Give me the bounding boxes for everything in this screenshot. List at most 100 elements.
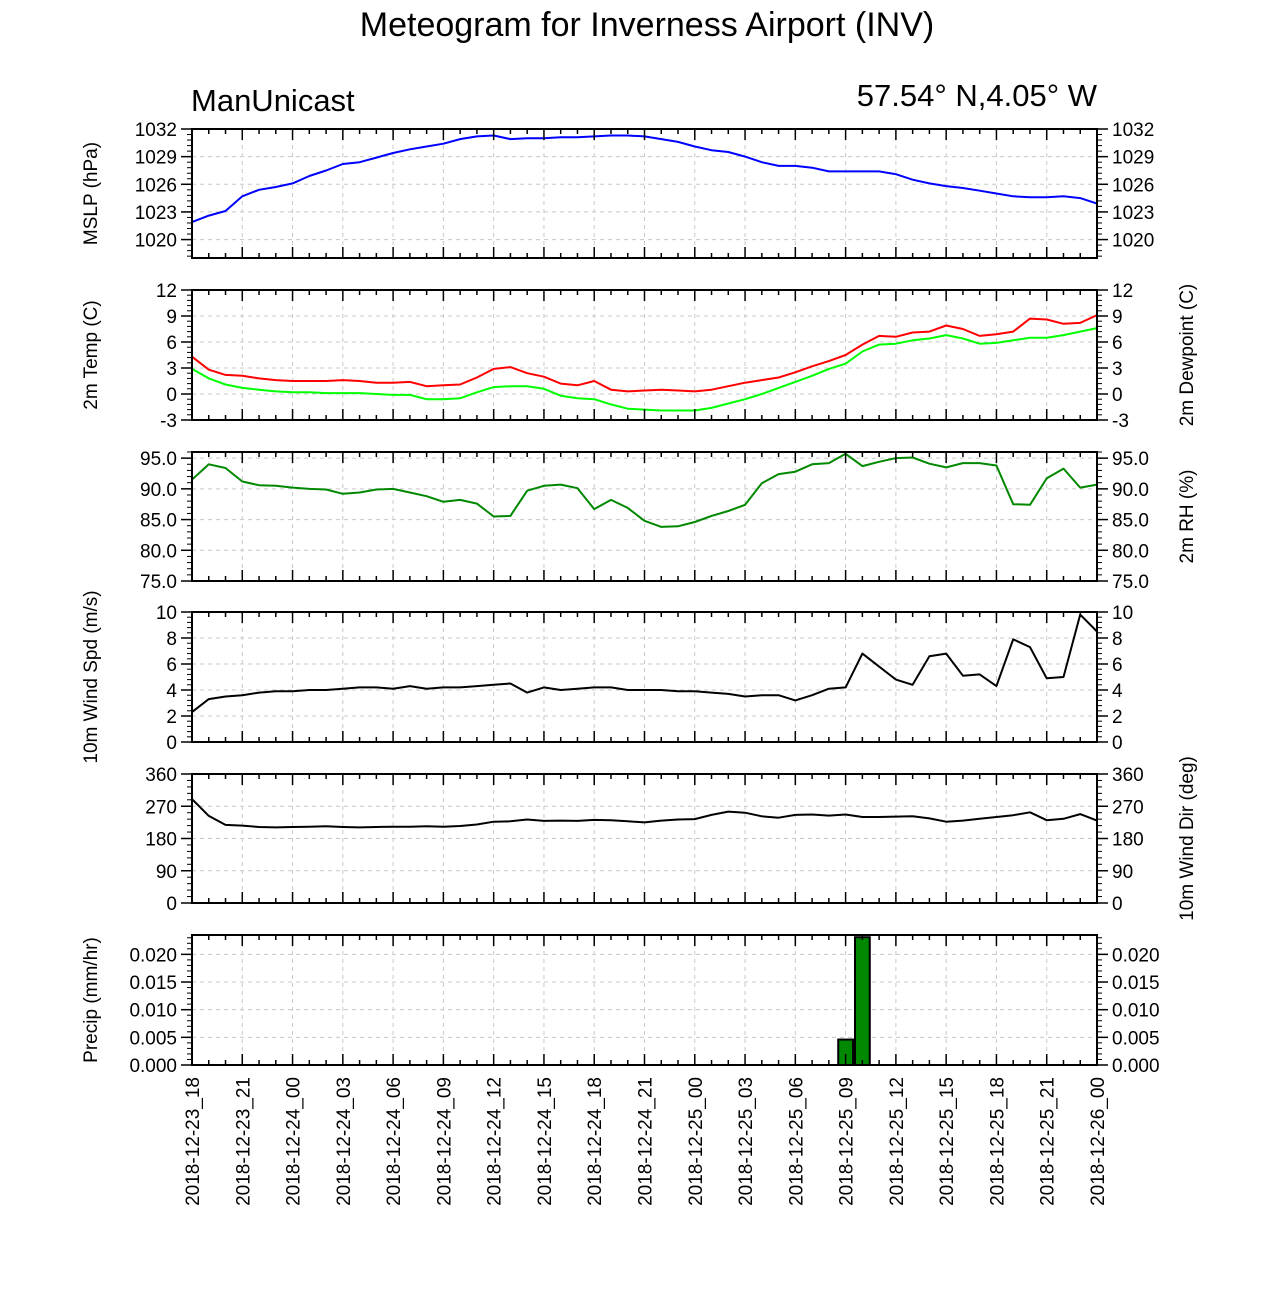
y-tick-label-right: 3: [1112, 359, 1123, 380]
precip-bar-1: [853, 936, 871, 1066]
panel-temp: -3 -3 0 0 3 3 6 6 9 9 12 12 2m Temp (C) 2m Dewpoint (…: [81, 281, 1198, 432]
y-tick-label-left: 0: [166, 385, 177, 406]
y-tick-label-left: 3: [166, 359, 177, 380]
y-tick-label-right: 6: [1112, 333, 1123, 354]
wspd-series-0-line: [191, 613, 1098, 713]
x-tick-label: 2018-12-24_12: [485, 1077, 506, 1206]
x-tick-label: 2018-12-25_12: [887, 1077, 908, 1206]
y-tick-label-right: 1023: [1112, 203, 1154, 224]
y-tick-label-left: 0.020: [129, 945, 177, 966]
y-tick-label-right: -3: [1112, 411, 1129, 432]
x-tick-label: 2018-12-24_15: [535, 1077, 556, 1206]
y-tick-label-right: 0: [1112, 385, 1123, 406]
y-tick-label-left: 2: [166, 707, 177, 728]
x-tick-label: 2018-12-24_09: [434, 1077, 455, 1206]
y-tick-label-right: 10: [1112, 603, 1133, 624]
temp-series-0-line: [191, 314, 1098, 393]
x-tick-label: 2018-12-24_18: [585, 1077, 606, 1206]
y-tick-label-left: 90.0: [140, 480, 177, 501]
y-tick-label-right: 360: [1112, 765, 1144, 786]
y-tick-label-left: 0: [166, 733, 177, 754]
x-tick-label: 2018-12-25_21: [1038, 1077, 1059, 1206]
y-tick-label-right: 95.0: [1112, 449, 1149, 470]
y-tick-label-left: 0.015: [129, 973, 177, 994]
x-tick-label: 2018-12-24_00: [284, 1077, 305, 1206]
panel-mslp: 1020 1020 1023 1023 1026 1026 1029 1029 1032 1032…: [81, 120, 1154, 259]
y-axis-label-right: 10m Wind Dir (deg): [1177, 756, 1198, 921]
y-tick-label-right: 0.000: [1112, 1056, 1160, 1077]
rh-series-0-line: [191, 452, 1098, 528]
y-tick-label-right: 1020: [1112, 231, 1154, 252]
y-axis-label-left: MSLP (hPa): [81, 142, 102, 245]
y-tick-label-right: 8: [1112, 629, 1123, 650]
y-tick-label-left: 1020: [135, 231, 177, 252]
x-tick-label: 2018-12-24_06: [384, 1077, 405, 1206]
x-tick-label: 2018-12-25_09: [837, 1077, 858, 1206]
y-tick-label-left: 85.0: [140, 511, 177, 532]
x-tick-label: 2018-12-23_21: [233, 1077, 254, 1206]
y-tick-label-right: 0.020: [1112, 945, 1160, 966]
y-tick-label-right: 1029: [1112, 148, 1154, 169]
x-tick-label: 2018-12-23_18: [183, 1077, 204, 1206]
location-label: 57.54° N,4.05° W: [857, 78, 1098, 113]
y-tick-label-left: 180: [145, 830, 177, 851]
y-tick-label-left: 90: [156, 862, 177, 883]
y-tick-label-right: 180: [1112, 830, 1144, 851]
y-tick-label-left: 1026: [135, 175, 177, 196]
x-tick-label: 2018-12-25_18: [987, 1077, 1008, 1206]
y-axis-label-right: 2m RH (%): [1177, 470, 1198, 564]
y-tick-label-right: 1026: [1112, 175, 1154, 196]
y-tick-label-left: 4: [166, 681, 177, 702]
chart-title: Meteogram for Inverness Airport (INV): [360, 6, 934, 44]
model-label: ManUnicast: [191, 83, 355, 118]
x-tick-label: 2018-12-26_00: [1088, 1077, 1109, 1206]
y-tick-label-right: 2: [1112, 707, 1123, 728]
y-tick-label-right: 9: [1112, 307, 1123, 328]
y-tick-label-left: 1032: [135, 120, 177, 141]
y-tick-label-right: 4: [1112, 681, 1123, 702]
y-tick-label-right: 0: [1112, 733, 1123, 754]
y-tick-label-right: 1032: [1112, 120, 1154, 141]
y-tick-label-right: 12: [1112, 281, 1133, 302]
panel-precip: 0.000 0.000 0.005 0.005 0.010 0.010 0.015 0.015…: [81, 934, 1160, 1077]
y-tick-label-left: 80.0: [140, 541, 177, 562]
y-tick-label-left: 75.0: [140, 572, 177, 593]
y-tick-label-left: 12: [156, 281, 177, 302]
panel-rh: 75.0 75.0 80.0 80.0 85.0 85.0 90.0 90.0 95.0 95.0…: [140, 449, 1198, 593]
y-tick-label-left: 270: [145, 797, 177, 818]
y-tick-label-left: 360: [145, 765, 177, 786]
y-tick-label-right: 0.015: [1112, 973, 1160, 994]
y-tick-label-left: 10: [156, 603, 177, 624]
panel-wdir: 0 0 90 90 180 180 270 270 360 360 10m Wind Dir (de…: [145, 756, 1198, 921]
y-tick-label-right: 6: [1112, 655, 1123, 676]
y-tick-label-right: 270: [1112, 797, 1144, 818]
y-tick-label-left: 0: [166, 894, 177, 915]
y-tick-label-left: 0.005: [129, 1028, 177, 1049]
y-tick-label-left: 1029: [135, 148, 177, 169]
y-tick-label-left: 0.010: [129, 1001, 177, 1022]
y-tick-label-left: 6: [166, 655, 177, 676]
y-tick-label-right: 0.010: [1112, 1001, 1160, 1022]
y-tick-label-right: 75.0: [1112, 572, 1149, 593]
y-tick-label-right: 0.005: [1112, 1028, 1160, 1049]
y-tick-label-right: 90: [1112, 862, 1133, 883]
x-tick-label: 2018-12-24_03: [334, 1077, 355, 1206]
y-tick-label-left: 95.0: [140, 449, 177, 470]
y-tick-label-right: 85.0: [1112, 511, 1149, 532]
y-tick-label-left: 1023: [135, 203, 177, 224]
x-tick-label: 2018-12-25_00: [686, 1077, 707, 1206]
y-axis-label-left: 10m Wind Spd (m/s): [81, 590, 102, 763]
panel-wspd: 0 0 2 2 4 4 6 6 8 8 10 10 10m Wind Spd (m/s): [81, 590, 1133, 763]
y-tick-label-right: 0: [1112, 894, 1123, 915]
x-tick-label: 2018-12-25_15: [937, 1077, 958, 1206]
y-tick-label-left: 8: [166, 629, 177, 650]
y-tick-label-left: 0.000: [129, 1056, 177, 1077]
y-axis-label-left: 2m Temp (C): [81, 300, 102, 409]
wdir-series-0-line: [191, 798, 1098, 829]
x-tick-label: 2018-12-25_03: [736, 1077, 757, 1206]
y-tick-label-right: 90.0: [1112, 480, 1149, 501]
y-tick-label-left: 6: [166, 333, 177, 354]
y-tick-label-right: 80.0: [1112, 541, 1149, 562]
y-tick-label-left: 9: [166, 307, 177, 328]
